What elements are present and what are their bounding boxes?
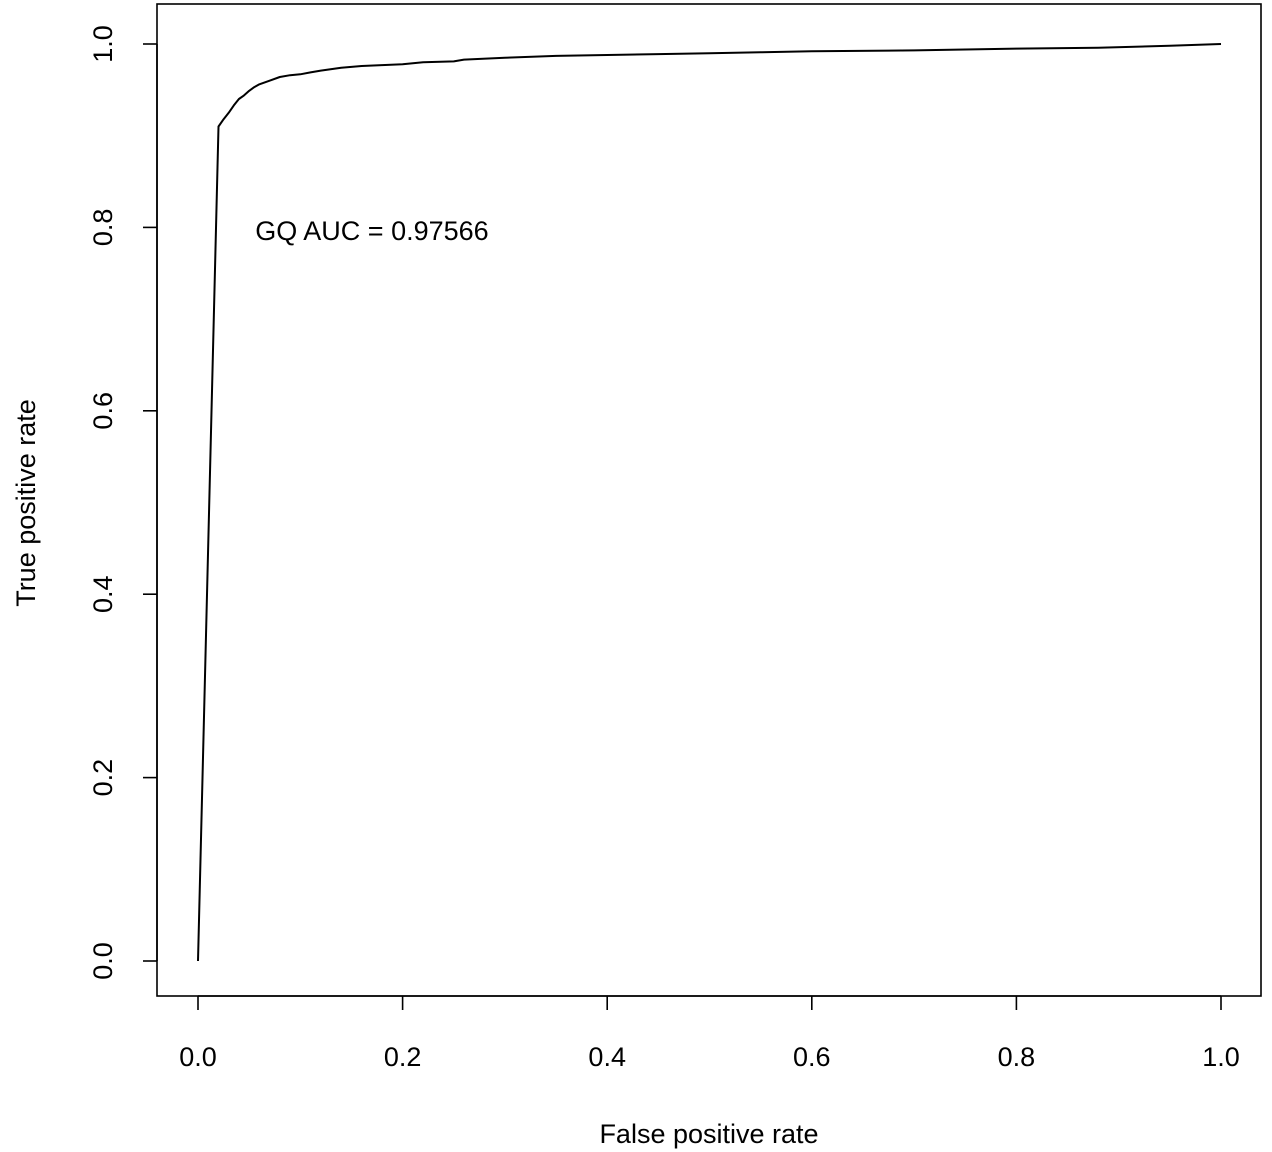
x-tick-label: 1.0 — [1202, 1042, 1240, 1072]
auc-annotation: GQ AUC = 0.97566 — [255, 216, 488, 246]
y-tick-label: 0.4 — [88, 575, 118, 613]
y-tick-label: 0.0 — [88, 942, 118, 980]
y-axis-label: True positive rate — [11, 399, 41, 607]
y-tick-label: 0.6 — [88, 392, 118, 430]
x-axis: 0.0 0.2 0.4 0.6 0.8 1.0 — [179, 995, 1240, 1072]
y-tick-label: 0.2 — [88, 759, 118, 797]
x-tick-label: 0.0 — [179, 1042, 217, 1072]
y-tick-label: 1.0 — [88, 25, 118, 63]
x-axis-label: False positive rate — [599, 1119, 818, 1149]
x-tick-label: 0.2 — [384, 1042, 422, 1072]
x-tick-label: 0.4 — [588, 1042, 626, 1072]
roc-curve-line — [197, 43, 1222, 962]
x-tick-label: 0.8 — [998, 1042, 1036, 1072]
y-axis: 0.0 0.2 0.4 0.6 0.8 1.0 — [88, 25, 158, 980]
y-tick-label: 0.8 — [88, 209, 118, 247]
plot-frame — [156, 3, 1262, 997]
x-tick-label: 0.6 — [793, 1042, 831, 1072]
